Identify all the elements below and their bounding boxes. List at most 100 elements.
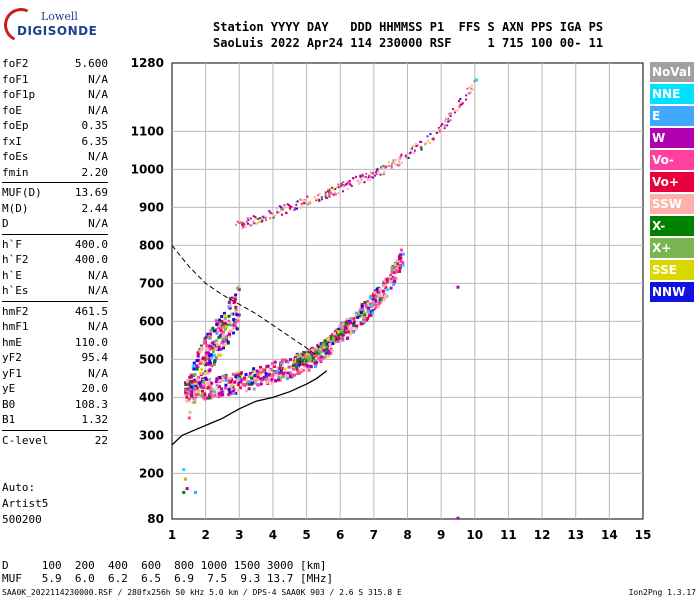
echo-point <box>271 373 275 377</box>
echo-point <box>194 383 198 387</box>
echo-point <box>199 359 203 363</box>
param-row: h`F2 400.0 <box>2 252 108 268</box>
echo-point <box>306 195 309 198</box>
echo-point <box>294 354 298 358</box>
echo-point <box>188 389 192 393</box>
echo-point <box>195 379 199 383</box>
echo-point <box>228 335 232 339</box>
echo-point <box>378 171 381 174</box>
echo-point <box>205 347 209 351</box>
echo-point <box>341 190 344 193</box>
echo-point <box>251 370 255 374</box>
echo-point <box>276 373 280 377</box>
echo-point <box>359 310 363 314</box>
echo-point <box>341 338 345 342</box>
echo-point <box>368 296 372 300</box>
echo-point <box>444 119 447 122</box>
echo-point <box>232 392 236 396</box>
echo-point <box>293 361 297 365</box>
echo-point <box>460 101 463 104</box>
echo-point <box>315 199 318 202</box>
param-row: hmF2 461.5 <box>2 304 108 320</box>
echo-point <box>383 171 386 174</box>
y-tick-label: 1000 <box>131 162 164 176</box>
echo-point <box>343 185 346 188</box>
echo-point <box>377 302 381 306</box>
echo-point <box>405 157 408 160</box>
echo-point <box>277 375 281 379</box>
echo-point <box>361 308 365 312</box>
echo-point <box>239 380 243 384</box>
echo-point <box>238 375 242 379</box>
echo-point <box>365 172 368 175</box>
echo-point <box>205 344 209 348</box>
echo-point <box>227 387 231 391</box>
echo-point <box>420 141 423 144</box>
echo-point <box>289 208 292 211</box>
echo-point <box>359 307 363 311</box>
echo-point <box>202 362 206 366</box>
echo-point <box>328 195 331 198</box>
echo-point <box>369 303 373 307</box>
echo-point <box>419 146 422 149</box>
echo-point <box>237 313 241 317</box>
x-tick-label: 9 <box>437 528 445 542</box>
echo-point <box>277 206 280 209</box>
auto-label: Auto: <box>2 481 36 494</box>
echo-point <box>355 175 358 178</box>
x-tick-label: 5 <box>302 528 310 542</box>
echo-point <box>195 386 199 390</box>
echo-point <box>254 215 257 218</box>
echo-point <box>310 356 314 360</box>
echo-point <box>240 221 243 224</box>
echo-point <box>346 330 350 334</box>
echo-point <box>242 226 245 229</box>
echo-point <box>474 78 478 82</box>
echo-point <box>205 396 209 400</box>
param-key: h`E <box>2 268 22 282</box>
echo-point <box>250 374 254 378</box>
param-row: B0 108.3 <box>2 397 108 413</box>
echo-point <box>195 359 199 363</box>
echo-point <box>326 188 329 191</box>
echo-point <box>392 159 395 162</box>
echo-point <box>470 87 473 90</box>
echo-point <box>230 383 234 387</box>
echo-point <box>358 314 362 318</box>
param-row: D N/A <box>2 216 108 232</box>
echo-point <box>293 208 296 211</box>
echo-point <box>217 322 221 326</box>
echo-point <box>471 88 474 91</box>
echo-point <box>306 351 310 355</box>
echo-point <box>317 194 320 197</box>
echo-point <box>210 355 214 359</box>
echo-point <box>223 339 227 343</box>
echo-point <box>349 326 353 330</box>
echo-point <box>357 311 361 315</box>
param-row: foF1p N/A <box>2 87 108 103</box>
echo-point <box>195 367 199 371</box>
echo-point <box>376 290 380 294</box>
echo-point <box>208 347 212 351</box>
echo-point <box>259 368 263 372</box>
echo-point <box>189 385 193 389</box>
echo-point <box>198 361 202 365</box>
echo-point <box>419 140 422 143</box>
y-tick-label: 800 <box>139 238 164 252</box>
echo-point <box>398 157 401 160</box>
echo-point <box>220 320 224 324</box>
echo-point <box>437 126 440 129</box>
echo-point <box>241 227 244 230</box>
echo-point <box>217 385 221 389</box>
echo-point <box>432 137 435 140</box>
echo-point <box>231 372 235 376</box>
echo-point <box>369 178 372 181</box>
echo-point <box>328 188 331 191</box>
echo-point <box>450 119 453 122</box>
echo-point <box>267 379 271 383</box>
echo-point <box>332 339 336 343</box>
echo-point <box>336 339 340 343</box>
echo-point <box>378 293 382 297</box>
echo-point <box>380 173 383 176</box>
echo-point <box>200 347 204 351</box>
